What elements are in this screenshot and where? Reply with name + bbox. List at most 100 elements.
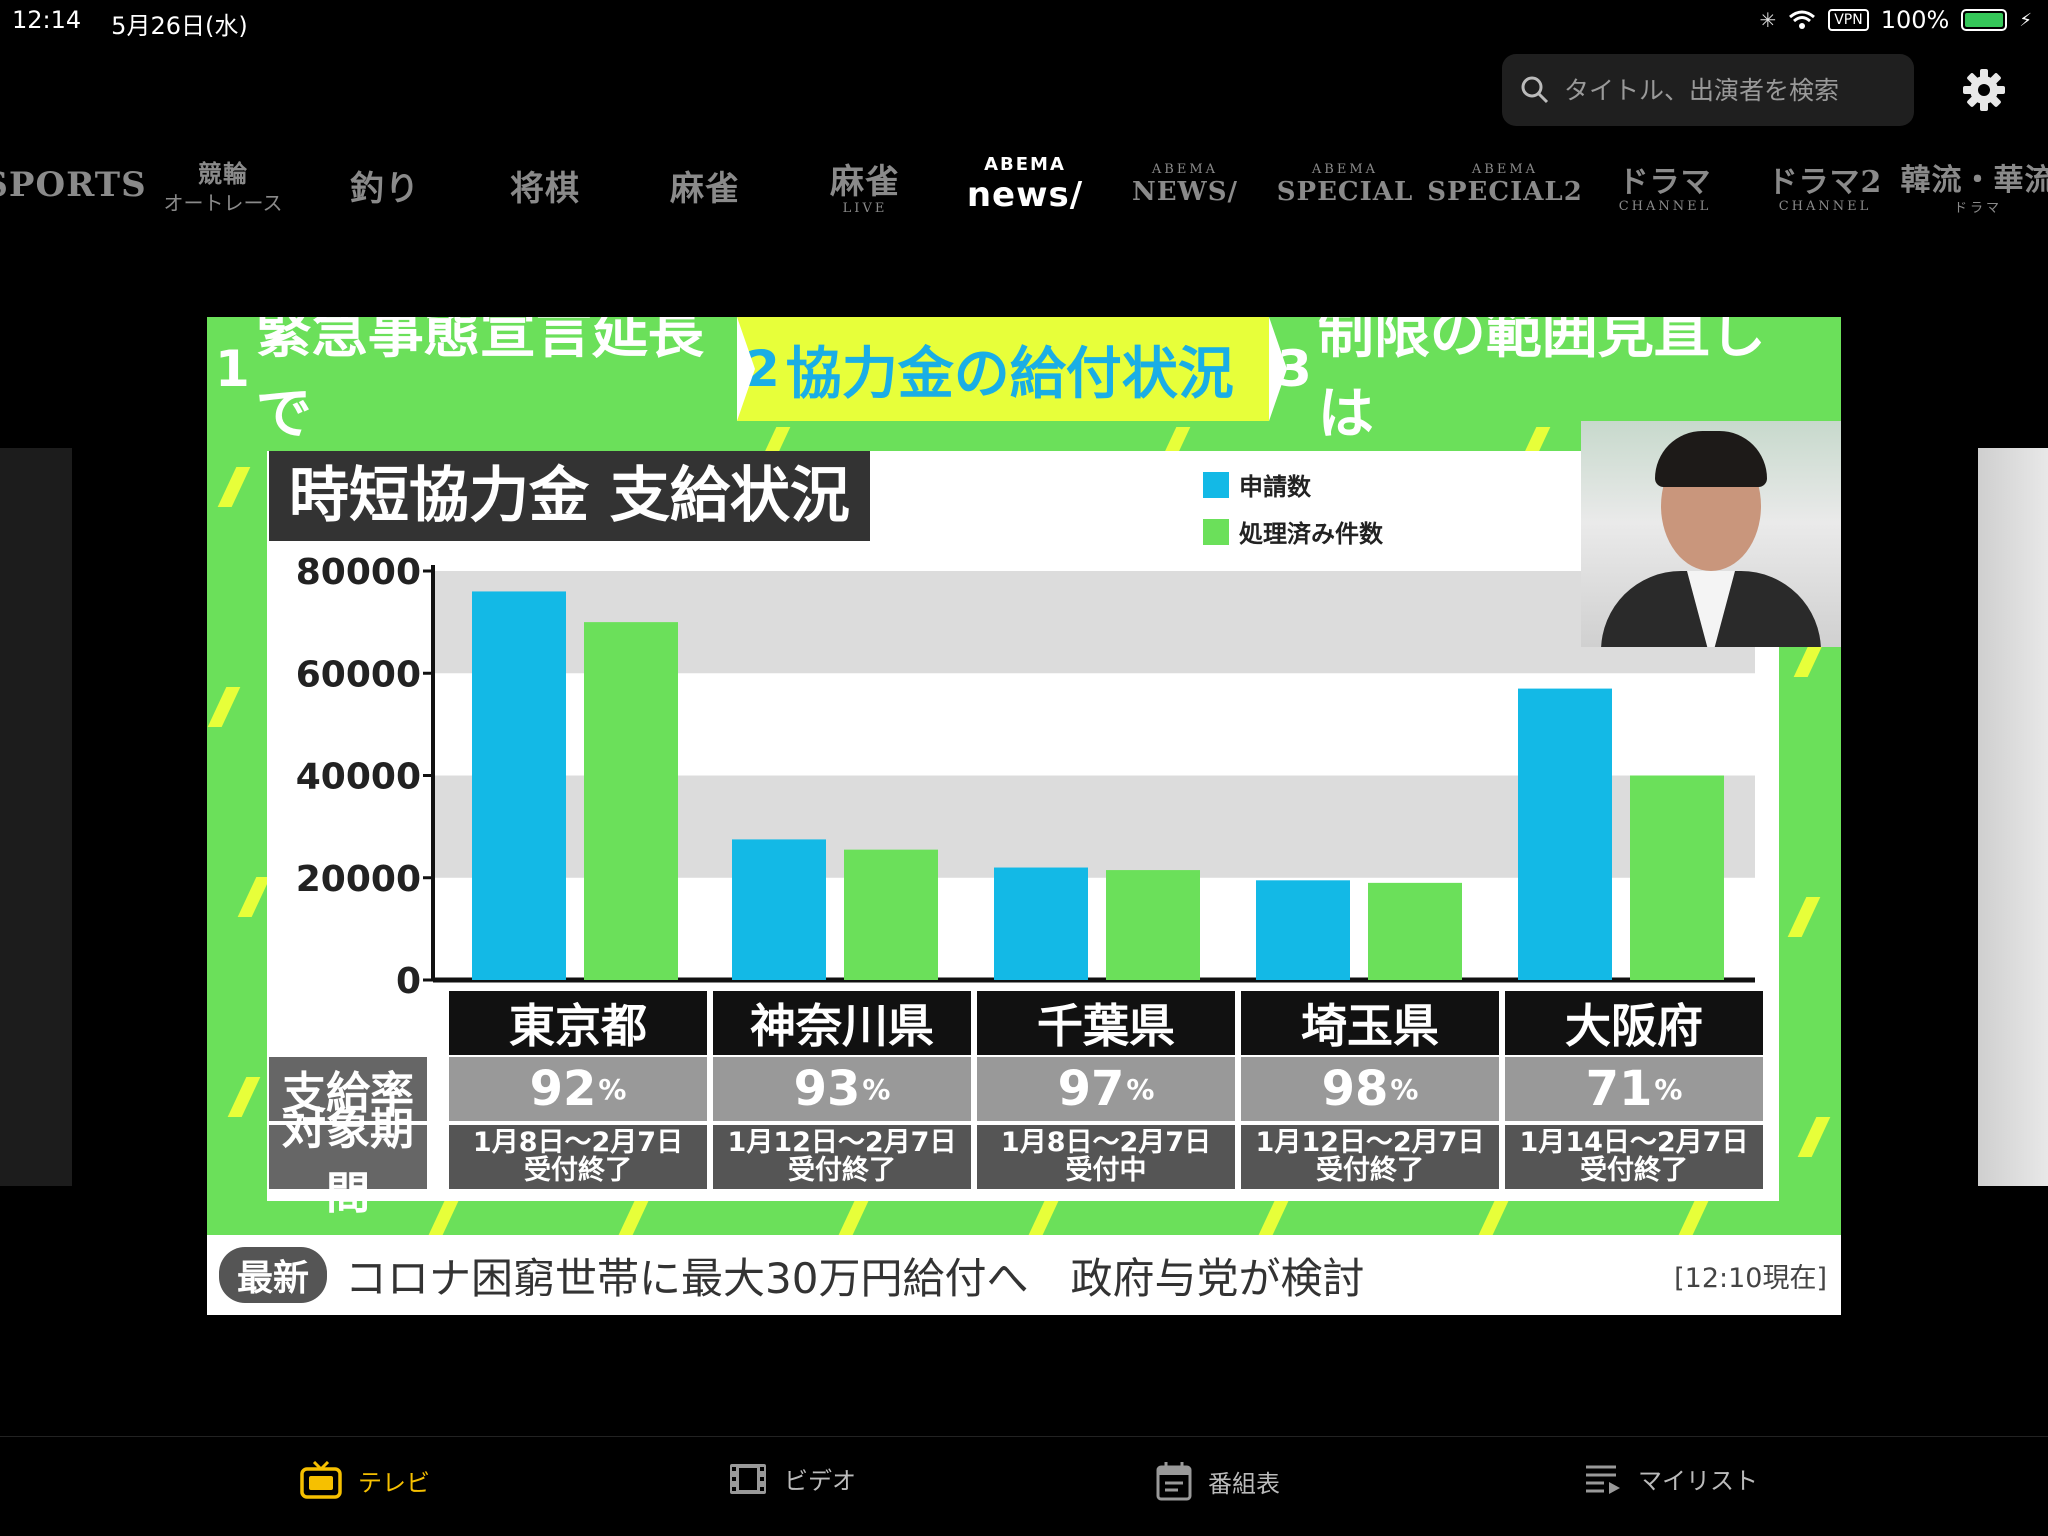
rate-value: 92 (529, 1061, 597, 1117)
channel-mahjong[interactable]: 麻雀 (640, 150, 770, 220)
bar-applications (732, 839, 826, 980)
channel-label: SPECIAL2 (1427, 176, 1583, 207)
table-prefecture: 東京都 (449, 991, 707, 1055)
topic-tabs: 1 緊急事態宣言延長で 2 協力金の給付状況 3 制限の範囲見直しは (207, 317, 1841, 447)
tab-schedule[interactable]: 番組表 (1156, 1461, 1280, 1501)
y-tick-label: 40000 (296, 757, 421, 798)
y-tick-label: 20000 (296, 859, 421, 900)
bottom-tab-bar: テレビ ビデオ 番組表 マイリスト (0, 1436, 2048, 1536)
status-time: 12:14 (12, 6, 82, 34)
presenter-inset (1581, 421, 1841, 647)
bar-chart: 80000 60000 40000 20000 0 (296, 552, 1755, 1002)
channel-label: 麻雀 (670, 168, 740, 209)
channel-sports[interactable]: SPORTS (0, 150, 146, 220)
news-ticker: 最新 コロナ困窮世帯に最大30万円給付へ 政府与党が検討 [12:10現在] (207, 1235, 1841, 1315)
channel-drama[interactable]: ドラマ CHANNEL (1600, 150, 1730, 220)
list-icon (1586, 1465, 1620, 1494)
period-range: 1月12日～2月7日 (1255, 1127, 1485, 1158)
bar-processed (584, 622, 678, 980)
chart-legend: 申請数 処理済み件数 (1203, 467, 1383, 561)
loading-icon: ✳ (1759, 8, 1777, 32)
channel-drama2[interactable]: ドラマ2 CHANNEL (1760, 150, 1890, 220)
table-period: 1月8日～2月7日 受付終了 (449, 1125, 707, 1189)
tab-mylist[interactable]: マイリスト (1584, 1461, 1758, 1496)
prev-channel-preview[interactable] (0, 448, 72, 1186)
table-period: 1月12日～2月7日 受付終了 (713, 1125, 971, 1189)
channel-label: 競輪 (198, 159, 248, 188)
bar-applications (1256, 880, 1350, 980)
next-channel-preview[interactable] (1978, 448, 2048, 1186)
legend-swatch-processed (1203, 518, 1229, 545)
table-rate: 93% (713, 1057, 971, 1121)
legend-label-processed: 処理済み件数 (1239, 520, 1383, 548)
channel-fishing[interactable]: 釣り (320, 150, 450, 220)
battery-percent: 100% (1880, 6, 1950, 34)
presenter-hair (1655, 431, 1767, 487)
channel-label: 韓流・華流 (1900, 162, 2048, 198)
channel-kanryu[interactable]: 韓流・華流 ドラマ (1901, 150, 2048, 220)
rate-value: 71 (1585, 1061, 1653, 1117)
bar-applications (472, 591, 566, 980)
search-box[interactable] (1502, 54, 1914, 126)
channel-mahjong-live[interactable]: 麻雀 LIVE (800, 150, 930, 220)
table-prefecture: 神奈川県 (713, 991, 971, 1055)
percent-sign: % (1390, 1072, 1419, 1106)
ticker-headline: コロナ困窮世帯に最大30万円給付へ 政府与党が検討 (345, 1253, 1365, 1303)
channel-label: NEWS/ (1131, 176, 1239, 207)
table-period: 1月8日～2月7日 受付中 (977, 1125, 1235, 1189)
channel-label: 釣り (350, 168, 420, 209)
topic-text: 制限の範囲見直しは (1317, 317, 1766, 447)
topic-tab-1: 1 緊急事態宣言延長で (207, 317, 755, 447)
channel-keirin[interactable]: 競輪 オートレース (158, 150, 288, 220)
bar-processed (1630, 775, 1724, 980)
topic-number: 1 (215, 340, 250, 398)
y-tick-label: 80000 (296, 552, 421, 593)
period-status: 受付終了 (1316, 1155, 1424, 1186)
channel-label: ドラマ2 (1767, 164, 1883, 200)
table-rate: 98% (1241, 1057, 1499, 1121)
legend-label-applications: 申請数 (1239, 473, 1311, 501)
period-status: 受付終了 (524, 1155, 632, 1186)
period-range: 1月12日～2月7日 (727, 1127, 957, 1158)
video-player[interactable]: 1 緊急事態宣言延長で 2 協力金の給付状況 3 制限の範囲見直しは 80000… (207, 317, 1841, 1315)
channel-label: SPORTS (0, 165, 147, 205)
search-input[interactable] (1564, 75, 1894, 105)
tab-video[interactable]: ビデオ (728, 1461, 856, 1496)
bar-processed (844, 849, 938, 980)
period-status: 受付中 (1065, 1155, 1147, 1186)
tab-label: ビデオ (784, 1467, 856, 1495)
channel-abema-special[interactable]: ABEMA SPECIAL (1277, 150, 1412, 220)
tab-label: 番組表 (1208, 1469, 1280, 1498)
channel-sublabel: オートレース (163, 191, 283, 215)
table-prefecture: 大阪府 (1505, 991, 1763, 1055)
gear-icon[interactable] (1962, 68, 2006, 112)
table-prefecture: 千葉県 (977, 991, 1235, 1055)
charging-icon: ⚡ (2019, 9, 2032, 31)
tv-icon (300, 1461, 342, 1499)
channel-label: news/ (966, 174, 1084, 215)
percent-sign: % (1654, 1072, 1683, 1106)
channel-label: 将棋 (510, 168, 580, 209)
table-period: 1月14日～2月7日 受付終了 (1505, 1125, 1763, 1189)
channel-sublabel: ABEMA (1311, 161, 1379, 177)
topic-text: 緊急事態宣言延長で (255, 317, 704, 447)
bar-applications (1518, 688, 1612, 980)
table-prefecture: 埼玉県 (1241, 991, 1499, 1055)
rate-value: 97 (1057, 1061, 1125, 1117)
y-tick-label: 60000 (296, 654, 421, 695)
channel-sublabel: ABEMA (1151, 161, 1219, 177)
channel-abema-news-2[interactable]: ABEMA NEWS/ (1120, 150, 1250, 220)
tab-tv[interactable]: テレビ (300, 1461, 430, 1499)
channel-abema-special2[interactable]: ABEMA SPECIAL2 (1427, 150, 1582, 220)
channel-sublabel: ABEMA (984, 153, 1066, 175)
percent-sign: % (862, 1072, 891, 1106)
channel-abema-news[interactable]: ABEMA news/ (960, 150, 1090, 220)
rate-value: 93 (793, 1061, 861, 1117)
film-icon (730, 1463, 766, 1494)
period-range: 1月14日～2月7日 (1519, 1127, 1749, 1158)
channel-sublabel: CHANNEL (1778, 198, 1872, 214)
search-icon (1521, 76, 1549, 104)
channel-shogi[interactable]: 将棋 (480, 150, 610, 220)
period-range: 1月8日～2月7日 (1000, 1127, 1212, 1158)
